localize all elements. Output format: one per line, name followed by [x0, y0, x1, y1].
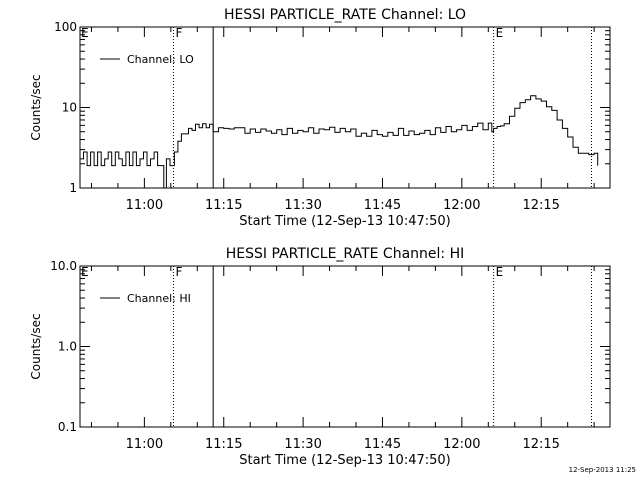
chart-2-y-tick-label: 0.1	[58, 420, 77, 434]
chart-2-legend-label: Channel: HI	[127, 292, 191, 305]
chart-1-marker-label: F	[175, 26, 182, 40]
chart-2-corner-label: E	[81, 265, 89, 279]
chart-2-x-tick-label: 11:00	[126, 437, 163, 452]
chart-2-x-axis-label: Start Time (12-Sep-13 10:47:50)	[239, 453, 450, 468]
chart-1-y-tick-label: 100	[54, 20, 77, 34]
chart-2-y-tick-label: 1.0	[58, 340, 77, 354]
chart-1-y-axis-label: Counts/sec	[29, 74, 43, 140]
chart-2-frame	[79, 265, 611, 428]
chart-1-y-tick-label: 10	[62, 101, 77, 115]
chart-1-x-tick-label: 11:45	[364, 198, 401, 213]
chart-1-legend-label: Channel: LO	[127, 53, 194, 66]
chart-2-x-tick-label: 11:15	[205, 437, 242, 452]
chart-1-marker-label: E	[496, 26, 504, 40]
chart-1-x-tick-label: 11:30	[284, 198, 321, 213]
chart-1-corner-label: E	[81, 26, 89, 40]
chart-1-x-axis-label: Start Time (12-Sep-13 10:47:50)	[239, 214, 450, 229]
chart-1-x-tick-label: 12:00	[443, 198, 480, 213]
chart-2-x-tick-label: 12:00	[443, 437, 480, 452]
chart-1-series-1-line	[80, 95, 599, 189]
chart-2-x-tick-label: 11:30	[284, 437, 321, 452]
chart-2-x-tick-label: 12:15	[522, 437, 559, 452]
chart-2-marker-label: E	[496, 265, 504, 279]
chart-2-title: HESSI PARTICLE_RATE Channel: HI	[226, 246, 464, 262]
chart-1-x-tick-label: 11:15	[205, 198, 242, 213]
chart-2-marker-label: F	[175, 265, 182, 279]
chart-1-title: HESSI PARTICLE_RATE Channel: LO	[224, 7, 466, 23]
chart-2-y-tick-label: 10.0	[50, 259, 77, 273]
footer-timestamp: 12-Sep-2013 11:25	[568, 466, 636, 474]
chart-1: HESSI PARTICLE_RATE Channel: LO Counts/se…	[29, 7, 611, 229]
chart-1-frame	[79, 26, 611, 189]
chart-2-y-axis-label: Counts/sec	[29, 313, 43, 379]
chart-2-x-tick-label: 11:45	[364, 437, 401, 452]
chart-1-y-tick-label: 1	[69, 181, 77, 195]
chart-1-x-tick-label: 12:15	[522, 198, 559, 213]
chart-2: HESSI PARTICLE_RATE Channel: HI Counts/se…	[29, 246, 611, 468]
chart-1-x-tick-label: 11:00	[126, 198, 163, 213]
